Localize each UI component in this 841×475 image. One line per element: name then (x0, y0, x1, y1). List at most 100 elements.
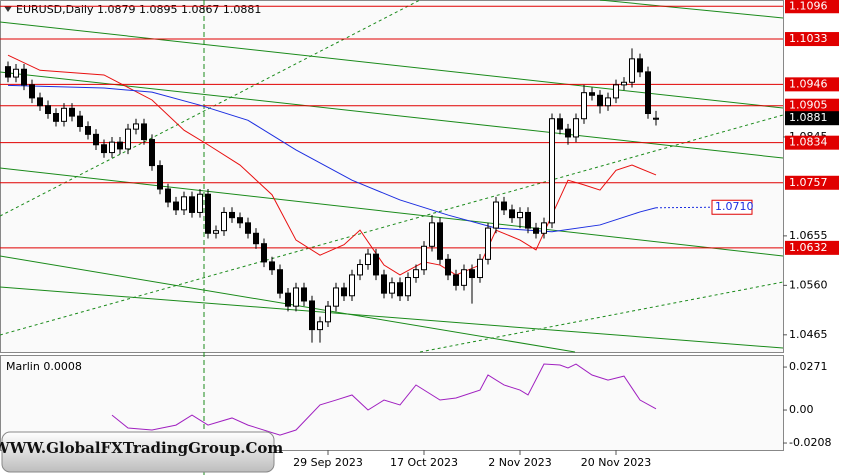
level-label-box (785, 98, 839, 113)
watermark-box (1, 431, 275, 473)
candle-body (653, 117, 659, 120)
y-tick-label: 1.0560 (789, 278, 828, 291)
channel-line (0, 21, 784, 109)
moving-average (7, 54, 657, 276)
level-label: 1.0757 (789, 176, 828, 189)
oscillator-title: Marlin 0.0008 (6, 360, 82, 373)
candle-body (109, 141, 115, 154)
channel-line (0, 71, 784, 159)
candle-body (397, 282, 403, 297)
candle-body (629, 58, 635, 83)
y-tick-label: -0.0208 (789, 436, 831, 449)
candle-body (285, 292, 291, 307)
level-label-box (785, 135, 839, 150)
candle-body (637, 58, 643, 73)
candle-body (277, 269, 283, 294)
y-tick-label: 1.0655 (789, 229, 828, 242)
candle-body (93, 133, 99, 146)
candle-body (61, 107, 67, 122)
level-label: 1.0905 (789, 99, 828, 112)
y-tick-label: 1.0465 (789, 328, 828, 341)
candle-body (549, 118, 555, 224)
projection-box (711, 199, 753, 215)
channel-line (599, 0, 784, 19)
candle-body (261, 243, 267, 263)
candle-body (541, 222, 547, 234)
projection-line (655, 206, 713, 209)
level-label-box (785, 32, 839, 47)
candle-body (77, 115, 83, 128)
candle-body (533, 227, 539, 234)
menu-icon (4, 6, 12, 12)
candle-body (309, 300, 315, 331)
x-tick-label: 29 Sep 2023 (293, 456, 363, 469)
x-tick-label: 2 Nov 2023 (488, 456, 551, 469)
candle-body (45, 105, 51, 115)
moving-average (7, 84, 657, 233)
candle-body (437, 222, 443, 260)
candle-body (581, 92, 587, 120)
candle-body (85, 126, 91, 135)
candle-body (509, 209, 515, 219)
candle-body (165, 188, 171, 203)
candle-body (453, 274, 459, 286)
watermark: WWW.GlobalFXTradingGroup.Com (0, 439, 283, 457)
candle-body (389, 282, 395, 294)
level-label: 1.1033 (789, 32, 828, 45)
chart-title: EURUSD,Daily 1.0879 1.0895 1.0867 1.0881 (16, 3, 261, 16)
level-label: 1.0946 (789, 77, 828, 90)
candle-body (461, 269, 467, 286)
candle-body (501, 201, 507, 211)
y-tick-label: 0.0271 (789, 360, 828, 373)
candle-body (149, 139, 155, 167)
candle-body (133, 123, 139, 130)
candle-body (197, 193, 203, 213)
candle-body (517, 211, 523, 219)
dashed-line (419, 281, 784, 353)
level-label-box (785, 77, 839, 92)
level-label: 1.0632 (789, 241, 828, 254)
candle-body (189, 196, 195, 213)
y-tick-label: 0.00 (789, 403, 814, 416)
candle-body (141, 123, 147, 141)
candle-body (37, 97, 43, 107)
candle-body (317, 321, 323, 331)
candle-body (181, 196, 187, 211)
candle-body (429, 222, 435, 247)
candle-body (325, 305, 331, 323)
candle-body (213, 230, 219, 234)
price-label: 1.0881 (789, 111, 828, 124)
candle-body (405, 277, 411, 297)
candle-body (621, 81, 627, 86)
main-panel (0, 0, 784, 353)
candle-body (13, 68, 19, 78)
level-label-box (785, 175, 839, 190)
candle-body (253, 232, 259, 245)
candle-body (21, 68, 27, 86)
candle-body (421, 245, 427, 271)
candle-body (229, 211, 235, 219)
oscillator-line (111, 363, 657, 436)
level-label: 1.1096 (789, 0, 828, 12)
candle-body (485, 227, 491, 260)
candle-body (53, 113, 59, 122)
x-tick-label: 17 Oct 2023 (390, 456, 458, 469)
candle-body (613, 84, 619, 99)
candle-body (29, 84, 35, 99)
candle-body (205, 193, 211, 234)
candle-body (341, 287, 347, 297)
candle-body (301, 287, 307, 302)
level-label-box (785, 240, 839, 255)
candle-body (525, 211, 531, 229)
candle-body (589, 92, 595, 96)
candle-body (101, 144, 107, 154)
candle-body (357, 264, 363, 276)
candle-body (477, 258, 483, 279)
candle-body (469, 269, 475, 279)
candle-body (173, 201, 179, 211)
price-box (785, 111, 839, 126)
candle-body (493, 201, 499, 229)
candle-body (365, 253, 371, 266)
candle-body (269, 261, 275, 271)
